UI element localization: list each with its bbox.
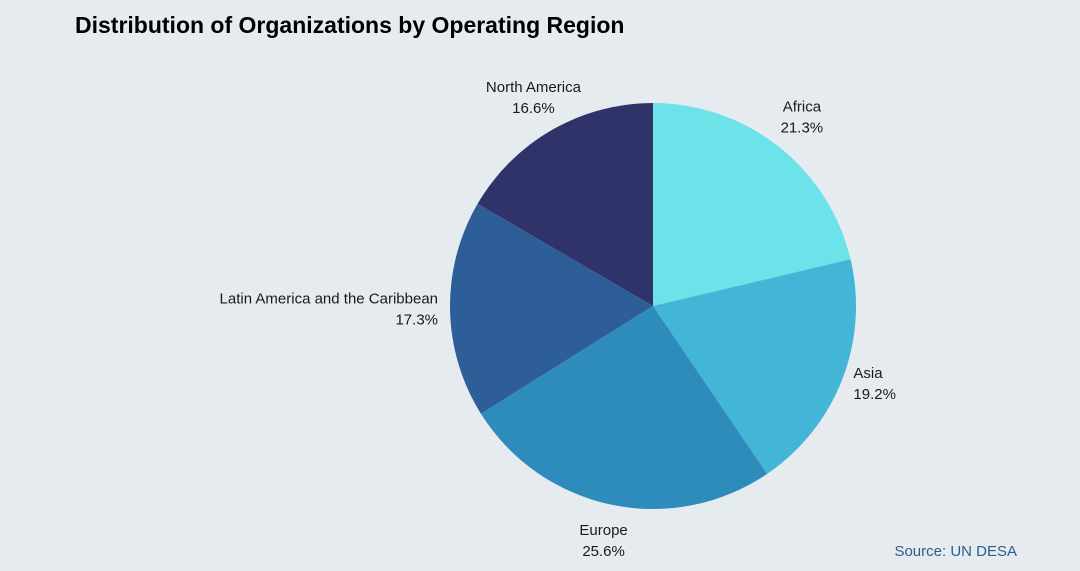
pie-slice — [653, 259, 856, 474]
value-label: 16.6% — [512, 100, 555, 117]
pie-slice — [477, 102, 653, 306]
slice-label: North America — [486, 79, 582, 96]
value-label: 21.3% — [781, 120, 824, 137]
value-label: 19.2% — [853, 386, 896, 403]
pie-slice — [653, 103, 851, 306]
slice-label: Europe — [579, 522, 627, 539]
chart-title: Distribution of Organizations by Operati… — [75, 12, 624, 38]
value-label: 17.3% — [395, 311, 438, 328]
slice-label: Africa — [783, 99, 822, 116]
slice-label: Asia — [853, 365, 883, 382]
pie-slice — [450, 203, 653, 414]
pie-slice — [480, 306, 768, 509]
source: Source: UN DESA — [894, 543, 1017, 560]
slice-label: Latin America and the Caribbean — [220, 290, 438, 307]
value-label: 25.6% — [582, 543, 625, 560]
